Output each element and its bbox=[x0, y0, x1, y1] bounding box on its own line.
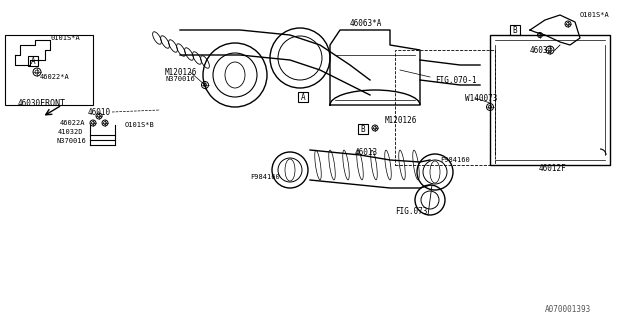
Text: M120126: M120126 bbox=[385, 116, 417, 124]
Text: 46022*A: 46022*A bbox=[40, 74, 70, 80]
Bar bbox=[5, 35, 93, 105]
Text: FIG.070-1: FIG.070-1 bbox=[435, 76, 477, 84]
Text: N370016: N370016 bbox=[165, 76, 195, 82]
Text: FRONT: FRONT bbox=[40, 99, 65, 108]
Text: 46012F: 46012F bbox=[539, 164, 567, 172]
Text: B: B bbox=[361, 124, 365, 133]
Text: F984160: F984160 bbox=[250, 174, 280, 180]
Bar bbox=[490, 35, 610, 165]
Text: 41032D: 41032D bbox=[58, 129, 83, 135]
Text: M120126: M120126 bbox=[165, 68, 197, 76]
Bar bbox=[395, 50, 495, 165]
Text: 0101S*A: 0101S*A bbox=[50, 35, 80, 41]
Text: O101S*B: O101S*B bbox=[125, 122, 155, 128]
Text: 46010: 46010 bbox=[88, 108, 111, 116]
Text: W140073: W140073 bbox=[465, 93, 497, 102]
Text: N370016: N370016 bbox=[56, 138, 86, 144]
Text: A070001393: A070001393 bbox=[545, 306, 591, 315]
Text: B: B bbox=[513, 26, 517, 35]
Text: A: A bbox=[301, 92, 305, 101]
Text: F984160: F984160 bbox=[440, 157, 470, 163]
Text: FIG.073: FIG.073 bbox=[395, 207, 428, 217]
Text: 46032: 46032 bbox=[530, 45, 553, 54]
Text: A: A bbox=[31, 57, 35, 66]
Text: 46013: 46013 bbox=[355, 148, 378, 156]
Text: O101S*A: O101S*A bbox=[580, 12, 610, 18]
Text: 46022A: 46022A bbox=[60, 120, 86, 126]
Text: 46030: 46030 bbox=[18, 99, 41, 108]
Text: 46063*A: 46063*A bbox=[350, 19, 382, 28]
